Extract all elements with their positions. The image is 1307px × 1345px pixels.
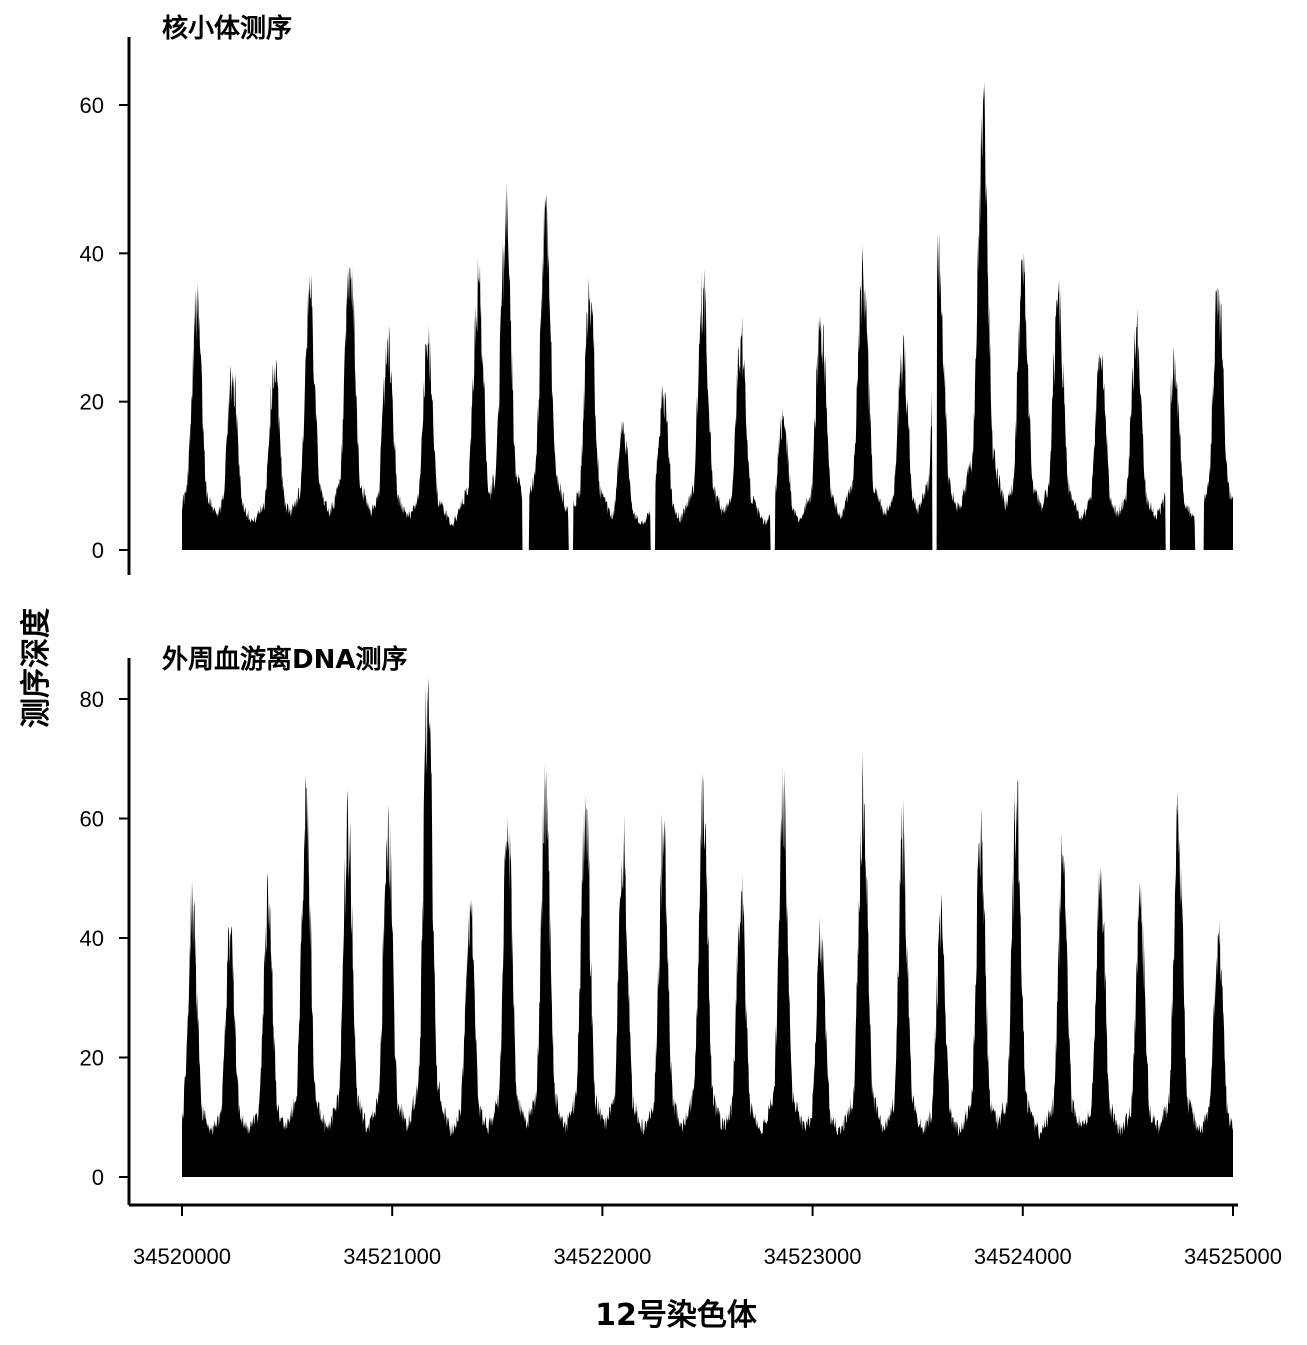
y-axis-label: 测序深度: [19, 608, 54, 728]
y-ticks: 0 20 40 60: [80, 93, 129, 563]
x-tick-label: 34520000: [133, 1244, 231, 1269]
coverage-area: [182, 677, 1233, 1177]
y-tick-label: 20: [80, 390, 104, 415]
x-tick-label: 34523000: [764, 1244, 862, 1269]
x-axis-label: 12号染色体: [595, 1298, 758, 1333]
panel-title: 核小体测序: [162, 13, 292, 44]
x-tick-label: 34522000: [553, 1244, 651, 1269]
y-tick-label: 60: [80, 807, 104, 832]
y-axis-title: 测序深度: [19, 608, 54, 728]
y-tick-label: 20: [80, 1046, 104, 1071]
x-ticks: 34520000 34521000 34522000 34523000 34524000…: [133, 1205, 1282, 1269]
panel-nucleosome: 核小体测序 0 20 40 60: [80, 13, 1233, 575]
y-tick-label: 0: [92, 538, 104, 563]
y-tick-label: 40: [80, 241, 104, 266]
y-tick-label: 40: [80, 926, 104, 951]
y-tick-label: 0: [92, 1165, 104, 1190]
x-tick-label: 34524000: [974, 1244, 1072, 1269]
y-ticks: 0 20 40 60 80: [80, 687, 129, 1190]
panel-title: 外周血游离DNA测序: [162, 644, 407, 675]
y-tick-label: 60: [80, 93, 104, 118]
x-tick-label: 34521000: [343, 1244, 441, 1269]
coverage-area: [182, 81, 1233, 551]
y-tick-label: 80: [80, 687, 104, 712]
x-tick-label: 34525000: [1184, 1244, 1282, 1269]
